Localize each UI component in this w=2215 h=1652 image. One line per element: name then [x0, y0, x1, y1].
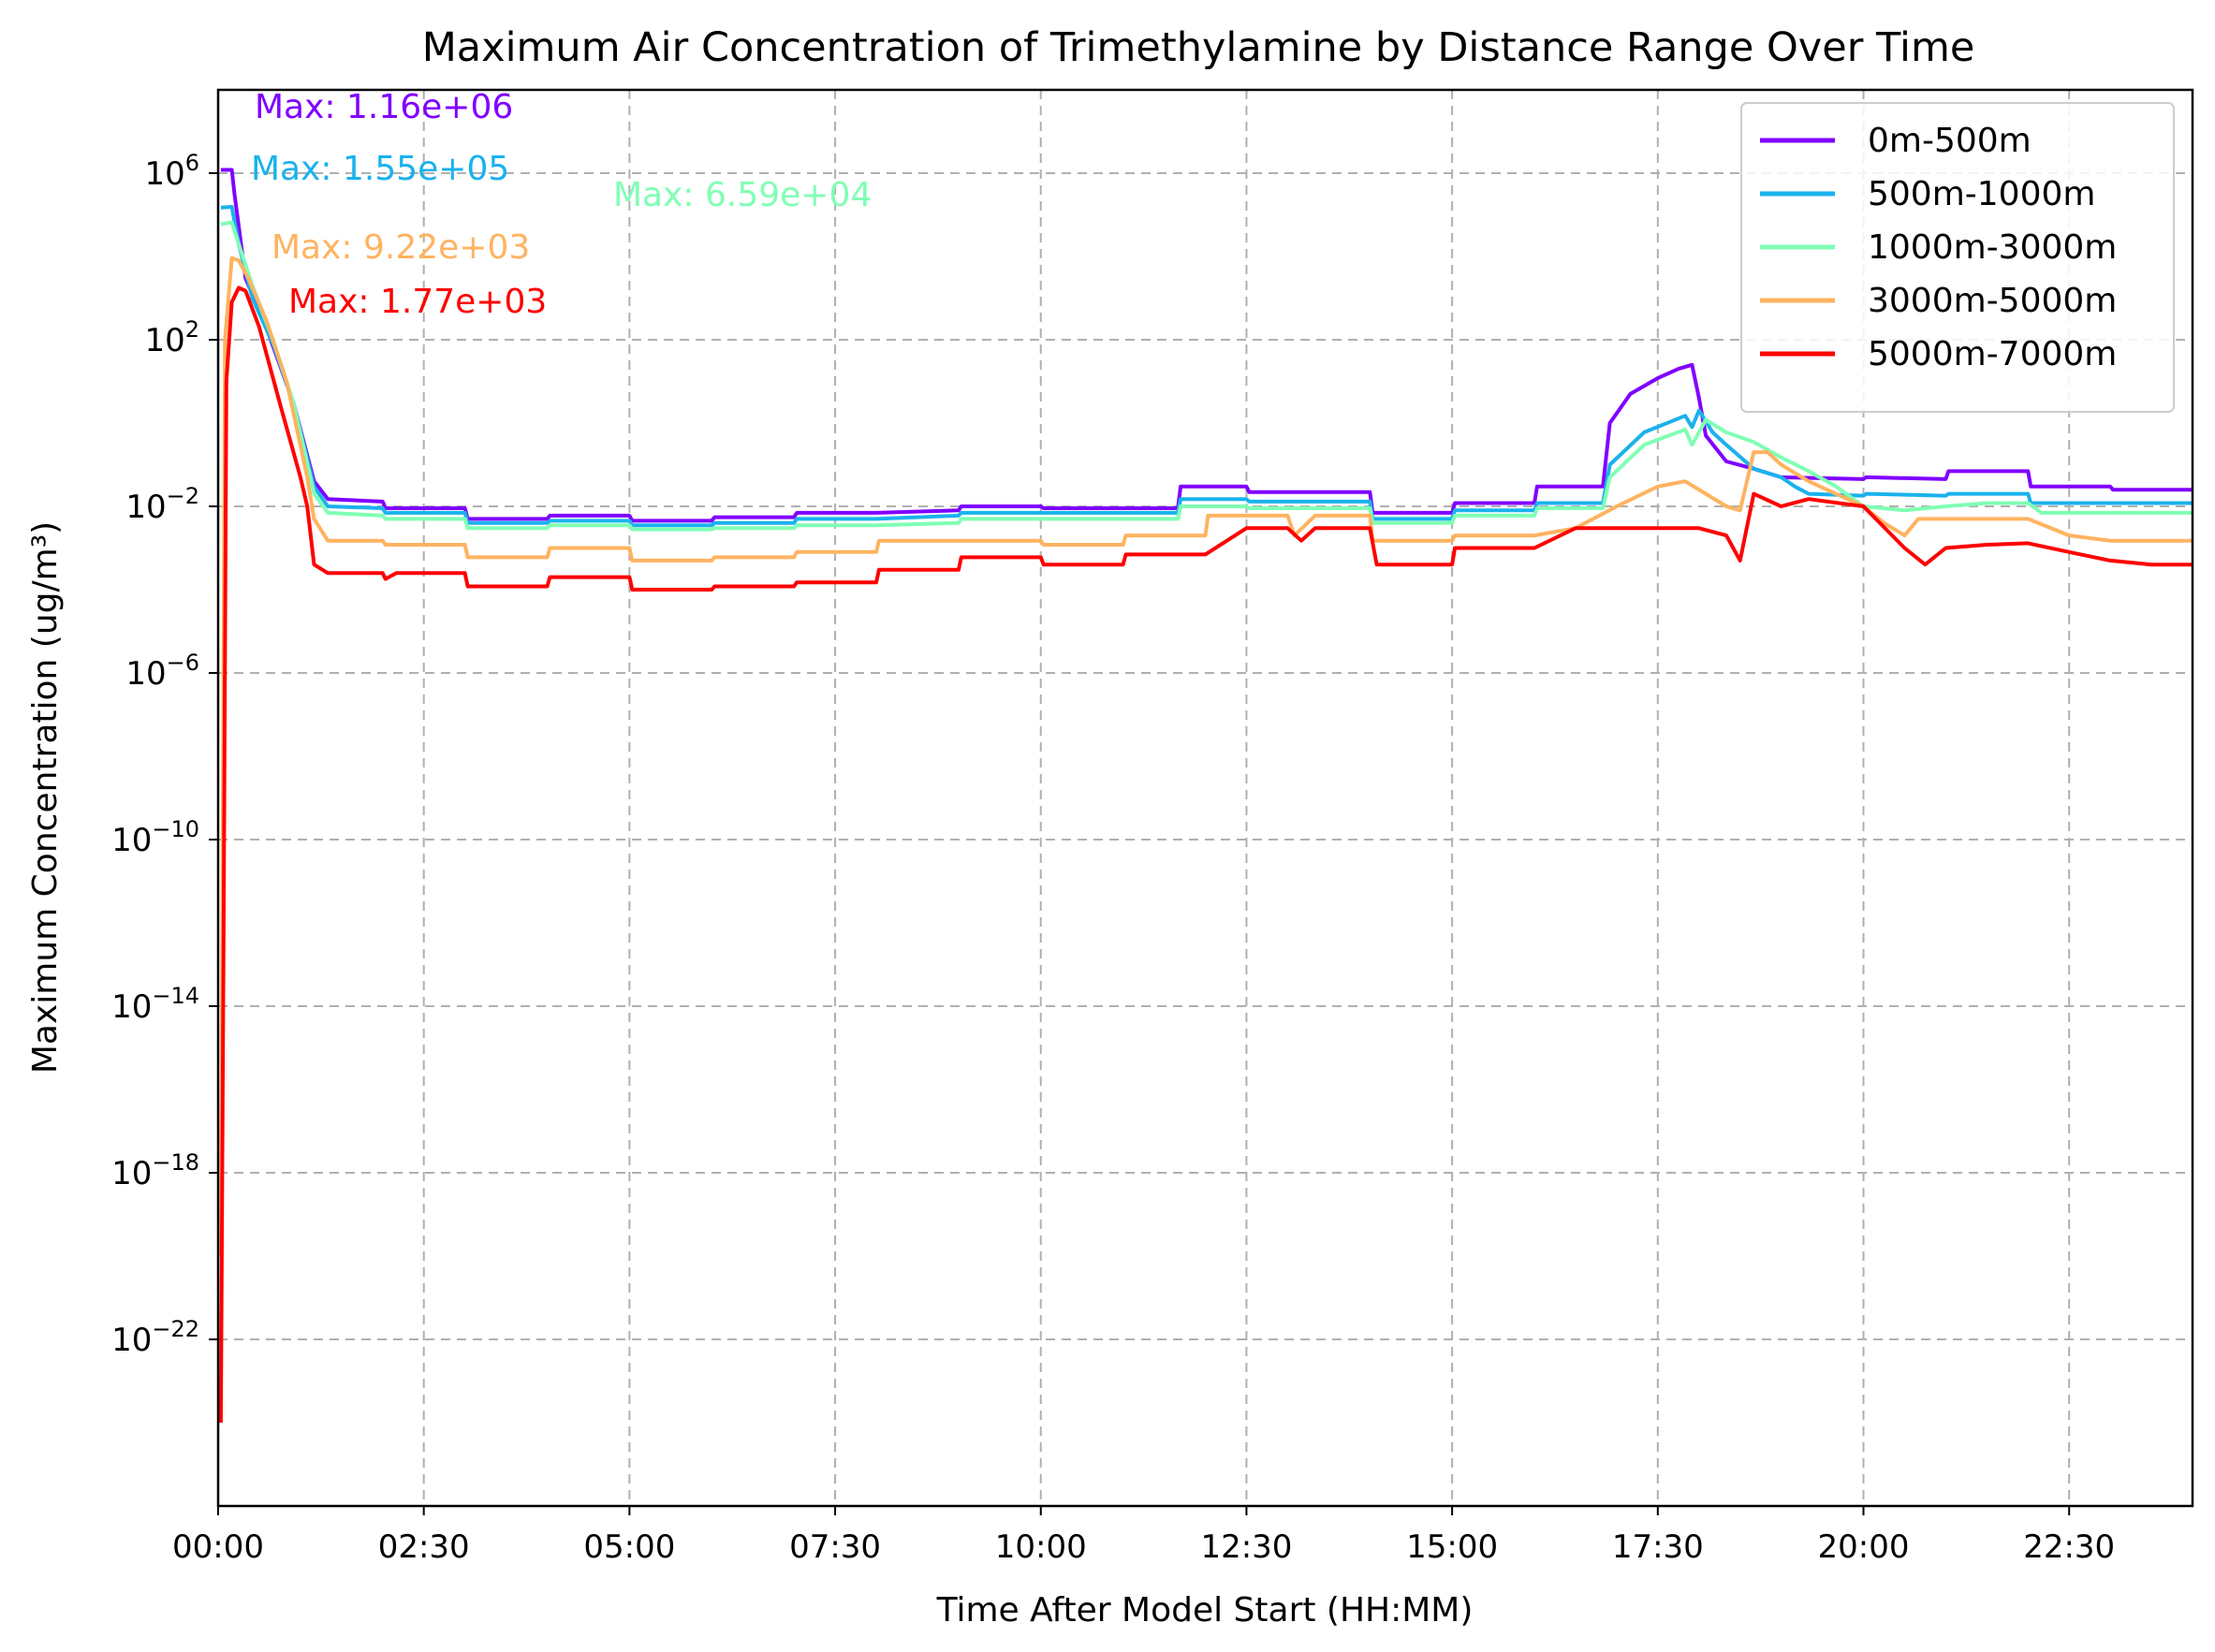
chart-title: Maximum Air Concentration of Trimethylam… — [422, 24, 1975, 71]
legend-label: 1000m-3000m — [1868, 228, 2117, 267]
y-tick-label: 10−10 — [111, 816, 199, 859]
series-line-1000m-3000m — [220, 220, 2193, 532]
legend-label: 3000m-5000m — [1868, 282, 2117, 320]
x-tick-label: 07:30 — [789, 1528, 881, 1566]
plot-frame — [216, 88, 2194, 1508]
y-tick-label: 102 — [144, 316, 199, 359]
series-layer — [218, 168, 2193, 1424]
y-axis-title: Maximum Concentration (ug/m³) — [26, 521, 65, 1074]
x-tick-label: 12:30 — [1200, 1528, 1292, 1566]
max-annotation: Max: 9.22e+03 — [271, 228, 530, 267]
series-line-3000m-5000m — [218, 256, 2193, 1257]
x-tick-label: 17:30 — [1612, 1528, 1704, 1566]
x-tick-label: 10:00 — [995, 1528, 1087, 1566]
legend-box — [1740, 102, 2175, 413]
x-tick-label: 00:00 — [172, 1528, 264, 1566]
x-tick-label: 05:00 — [583, 1528, 675, 1566]
series-line-500m-1000m — [220, 205, 2193, 528]
max-annotation: Max: 1.77e+03 — [288, 283, 547, 321]
y-tick-label: 10−14 — [111, 983, 199, 1026]
y-tick-label: 10−2 — [125, 483, 199, 526]
series-line-5000m-7000m — [218, 285, 2193, 1424]
legend-label: 500m-1000m — [1868, 175, 2095, 213]
y-tick-label: 10−6 — [125, 650, 199, 693]
max-annotation: Max: 6.59e+04 — [613, 176, 872, 214]
legend: 0m-500m 500m-1000m 1000m-3000m 3000m-5000m 5… — [1740, 102, 2175, 413]
x-tick-label: 22:30 — [2023, 1528, 2115, 1566]
x-axis-title: Time After Model Start (HH:MM) — [936, 1591, 1474, 1630]
annotation-layer: Max: 1.16e+06 Max: 1.55e+05 Max: 6.59e+04 M… — [251, 88, 872, 321]
x-tick-label: 02:30 — [378, 1528, 470, 1566]
legend-label: 5000m-7000m — [1868, 335, 2117, 373]
y-tick-label: 10−22 — [111, 1316, 199, 1359]
x-tick-label: 15:00 — [1406, 1528, 1498, 1566]
x-tick-label: 20:00 — [1818, 1528, 1910, 1566]
max-annotation: Max: 1.16e+06 — [255, 88, 513, 126]
max-annotation: Max: 1.55e+05 — [251, 150, 509, 188]
tick-layer: 00:00 02:30 05:00 07:30 10:00 12:30 15:00 17:30… — [111, 150, 2115, 1566]
legend-label: 0m-500m — [1868, 122, 2032, 160]
y-tick-label: 10−18 — [111, 1149, 199, 1192]
y-tick-label: 106 — [144, 150, 199, 193]
